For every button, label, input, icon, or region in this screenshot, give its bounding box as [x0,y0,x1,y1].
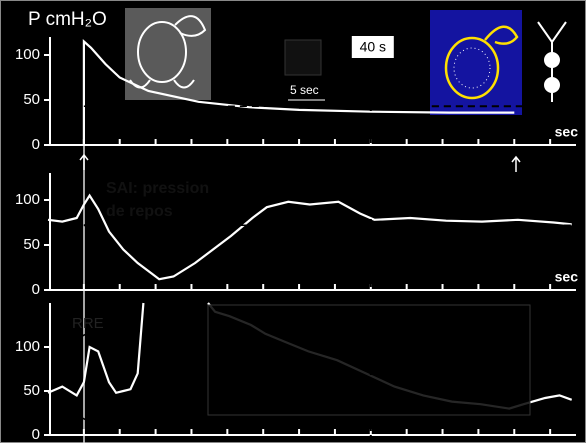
y-tick-label: 50 [23,382,40,399]
y-tick-label: 100 [15,338,40,355]
y-tick-label: 100 [15,46,40,63]
annotation: de repos [106,203,173,220]
illustration-blue [430,10,522,115]
page: {"chart_data": [ {"type": "line", "ylabe… [0,0,586,443]
x-axis-label: sec [555,124,579,140]
annotation: RRE [72,315,104,332]
y-tick-label: 0 [32,136,40,153]
marker-label: 40 s [360,39,386,55]
y-tick-label: 50 [23,91,40,108]
y-tick-label: 50 [23,236,40,253]
dark-box [285,40,321,75]
chart: 0 50 100 sec P cmH₂O 0 50 100 sec 0 50 100 5 sec 40 s… [0,0,586,443]
y-tick-label: 0 [32,426,40,443]
dark-overlay [208,305,530,415]
y-tick-label: 100 [15,191,40,208]
y-tick-label: 0 [32,281,40,298]
x-axis-label: sec [555,269,579,285]
y-axis-label: P cmH₂O [28,9,107,30]
annotation: SAI: pression [106,180,209,197]
scale-label: 5 sec [290,83,319,97]
